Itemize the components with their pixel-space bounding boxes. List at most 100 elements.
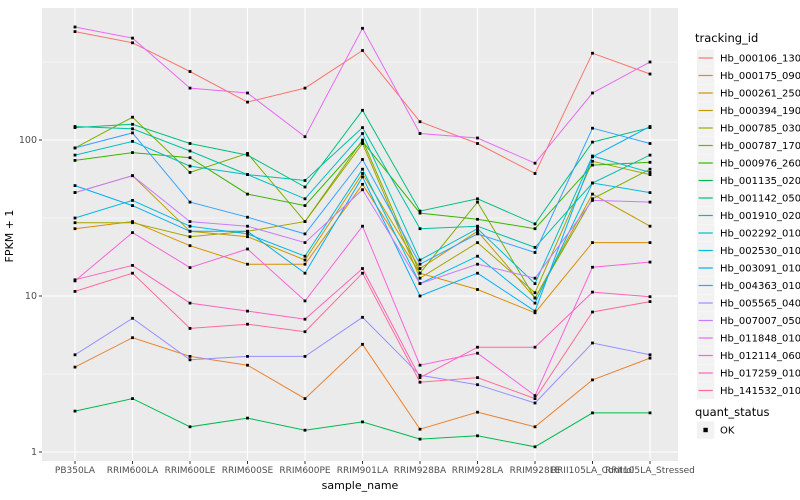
data-point <box>648 241 652 244</box>
data-point <box>418 211 422 215</box>
data-point <box>591 310 594 314</box>
data-point <box>131 199 134 202</box>
legend-item-label: Hb_001910_020 <box>720 211 800 222</box>
data-point <box>246 224 249 228</box>
y-tick-label: 1 <box>31 447 37 458</box>
data-point <box>533 246 537 249</box>
legend-item: Hb_007007_050 <box>697 311 800 330</box>
data-point <box>188 355 192 358</box>
data-point <box>533 345 537 349</box>
data-point <box>188 301 192 305</box>
data-point <box>188 224 192 228</box>
legend-item: Hb_000976_260 <box>697 154 800 172</box>
data-point <box>361 188 364 192</box>
data-point <box>591 197 594 201</box>
data-point <box>361 172 364 175</box>
data-point <box>303 397 307 400</box>
data-point <box>418 282 422 285</box>
data-point <box>131 140 134 143</box>
data-point <box>246 235 249 239</box>
data-point <box>533 227 537 231</box>
x-tick-label: RRIM901LA <box>337 466 389 476</box>
panel-background <box>42 8 678 461</box>
data-point <box>188 149 192 153</box>
legend-item: Hb_004363_010 <box>697 276 800 295</box>
data-point <box>131 271 134 275</box>
data-point <box>591 126 594 130</box>
data-point <box>476 351 479 355</box>
data-point <box>188 425 192 429</box>
legend-item-label: Hb_000976_260 <box>720 159 800 170</box>
data-point <box>418 427 422 431</box>
data-point <box>246 192 249 196</box>
data-point <box>303 241 307 244</box>
legend-item: Hb_012114_060 <box>697 346 800 365</box>
data-point <box>476 200 479 204</box>
data-point <box>591 163 594 167</box>
data-point <box>533 309 537 313</box>
data-point <box>361 158 364 161</box>
data-point <box>648 353 652 357</box>
legend: tracking_id Hb_000106_130 Hb_000175_090 Hb_… <box>695 31 800 439</box>
data-point <box>131 336 134 340</box>
data-point <box>188 244 192 248</box>
data-point <box>73 216 77 220</box>
legend-item-label: Hb_012114_060 <box>720 351 800 362</box>
data-point <box>361 342 364 346</box>
data-point <box>533 291 537 295</box>
data-point <box>476 217 479 221</box>
data-point <box>533 161 537 165</box>
data-point <box>73 409 77 413</box>
data-point <box>476 232 479 236</box>
data-point <box>188 266 192 269</box>
data-point <box>591 378 594 382</box>
data-point <box>476 434 479 438</box>
legend-item-label: Hb_000787_170 <box>720 141 800 152</box>
data-point <box>246 232 249 236</box>
legend-item: Hb_141532_010 <box>697 381 800 400</box>
legend-item-label: Hb_000261_250 <box>720 89 800 100</box>
data-point <box>188 142 192 145</box>
data-point <box>303 355 307 358</box>
x-tick-label: RRIM928LE <box>510 466 561 476</box>
legend-item: Hb_002530_010 <box>697 241 800 260</box>
data-point <box>533 276 537 280</box>
data-point <box>361 108 364 112</box>
data-point <box>648 142 652 145</box>
data-point <box>303 232 307 236</box>
legend-item: Hb_000394_190 <box>697 101 800 120</box>
data-point <box>418 209 422 213</box>
data-point <box>591 140 594 144</box>
data-point <box>361 142 364 145</box>
data-point <box>476 197 479 201</box>
data-point <box>131 204 134 207</box>
data-point <box>188 164 192 168</box>
x-tick-label: PB350LA <box>55 466 96 476</box>
data-point <box>246 153 249 157</box>
y-axis-title: FPKM + 1 <box>3 210 16 263</box>
data-point <box>476 254 479 258</box>
data-point <box>591 51 594 55</box>
data-point <box>131 174 134 178</box>
data-point <box>73 184 77 187</box>
legend-item: OK <box>697 421 735 439</box>
data-point <box>648 224 652 228</box>
legend-item-label: Hb_004363_010 <box>720 281 800 292</box>
data-point <box>73 365 77 369</box>
data-point <box>476 262 479 266</box>
data-point <box>533 401 537 405</box>
data-point <box>591 290 594 294</box>
data-point <box>418 132 422 135</box>
data-point <box>246 152 249 155</box>
data-point <box>246 100 249 104</box>
data-point <box>73 30 77 33</box>
data-point <box>648 167 652 171</box>
data-point <box>303 185 307 189</box>
data-point <box>303 317 307 321</box>
data-point <box>476 288 479 291</box>
data-point <box>418 227 422 231</box>
data-point <box>188 220 192 223</box>
data-point <box>591 411 594 415</box>
data-point <box>591 159 594 163</box>
legend-item: Hb_000787_170 <box>697 136 800 155</box>
